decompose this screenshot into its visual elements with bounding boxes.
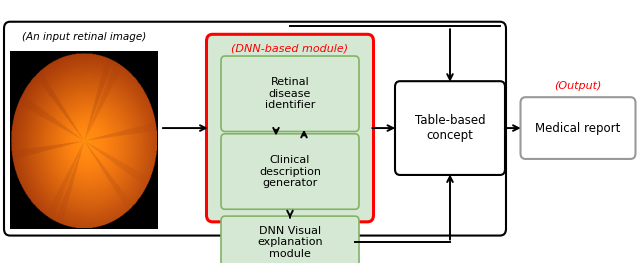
FancyBboxPatch shape [520,97,636,159]
FancyBboxPatch shape [395,81,505,175]
Text: (An input retinal image): (An input retinal image) [22,32,146,42]
Bar [10,52,158,229]
FancyBboxPatch shape [207,34,374,222]
Text: (Output): (Output) [554,82,602,92]
FancyBboxPatch shape [221,56,359,132]
Text: (DNN-based module): (DNN-based module) [232,43,349,53]
Text: Retinal
disease
identifier: Retinal disease identifier [265,77,315,110]
FancyBboxPatch shape [221,134,359,209]
Text: DNN Visual
explanation
module: DNN Visual explanation module [257,226,323,259]
FancyBboxPatch shape [221,216,359,263]
Text: Clinical
description
generator: Clinical description generator [259,155,321,188]
Text: Table-based
concept: Table-based concept [415,114,485,142]
Text: Medical report: Medical report [535,122,621,135]
